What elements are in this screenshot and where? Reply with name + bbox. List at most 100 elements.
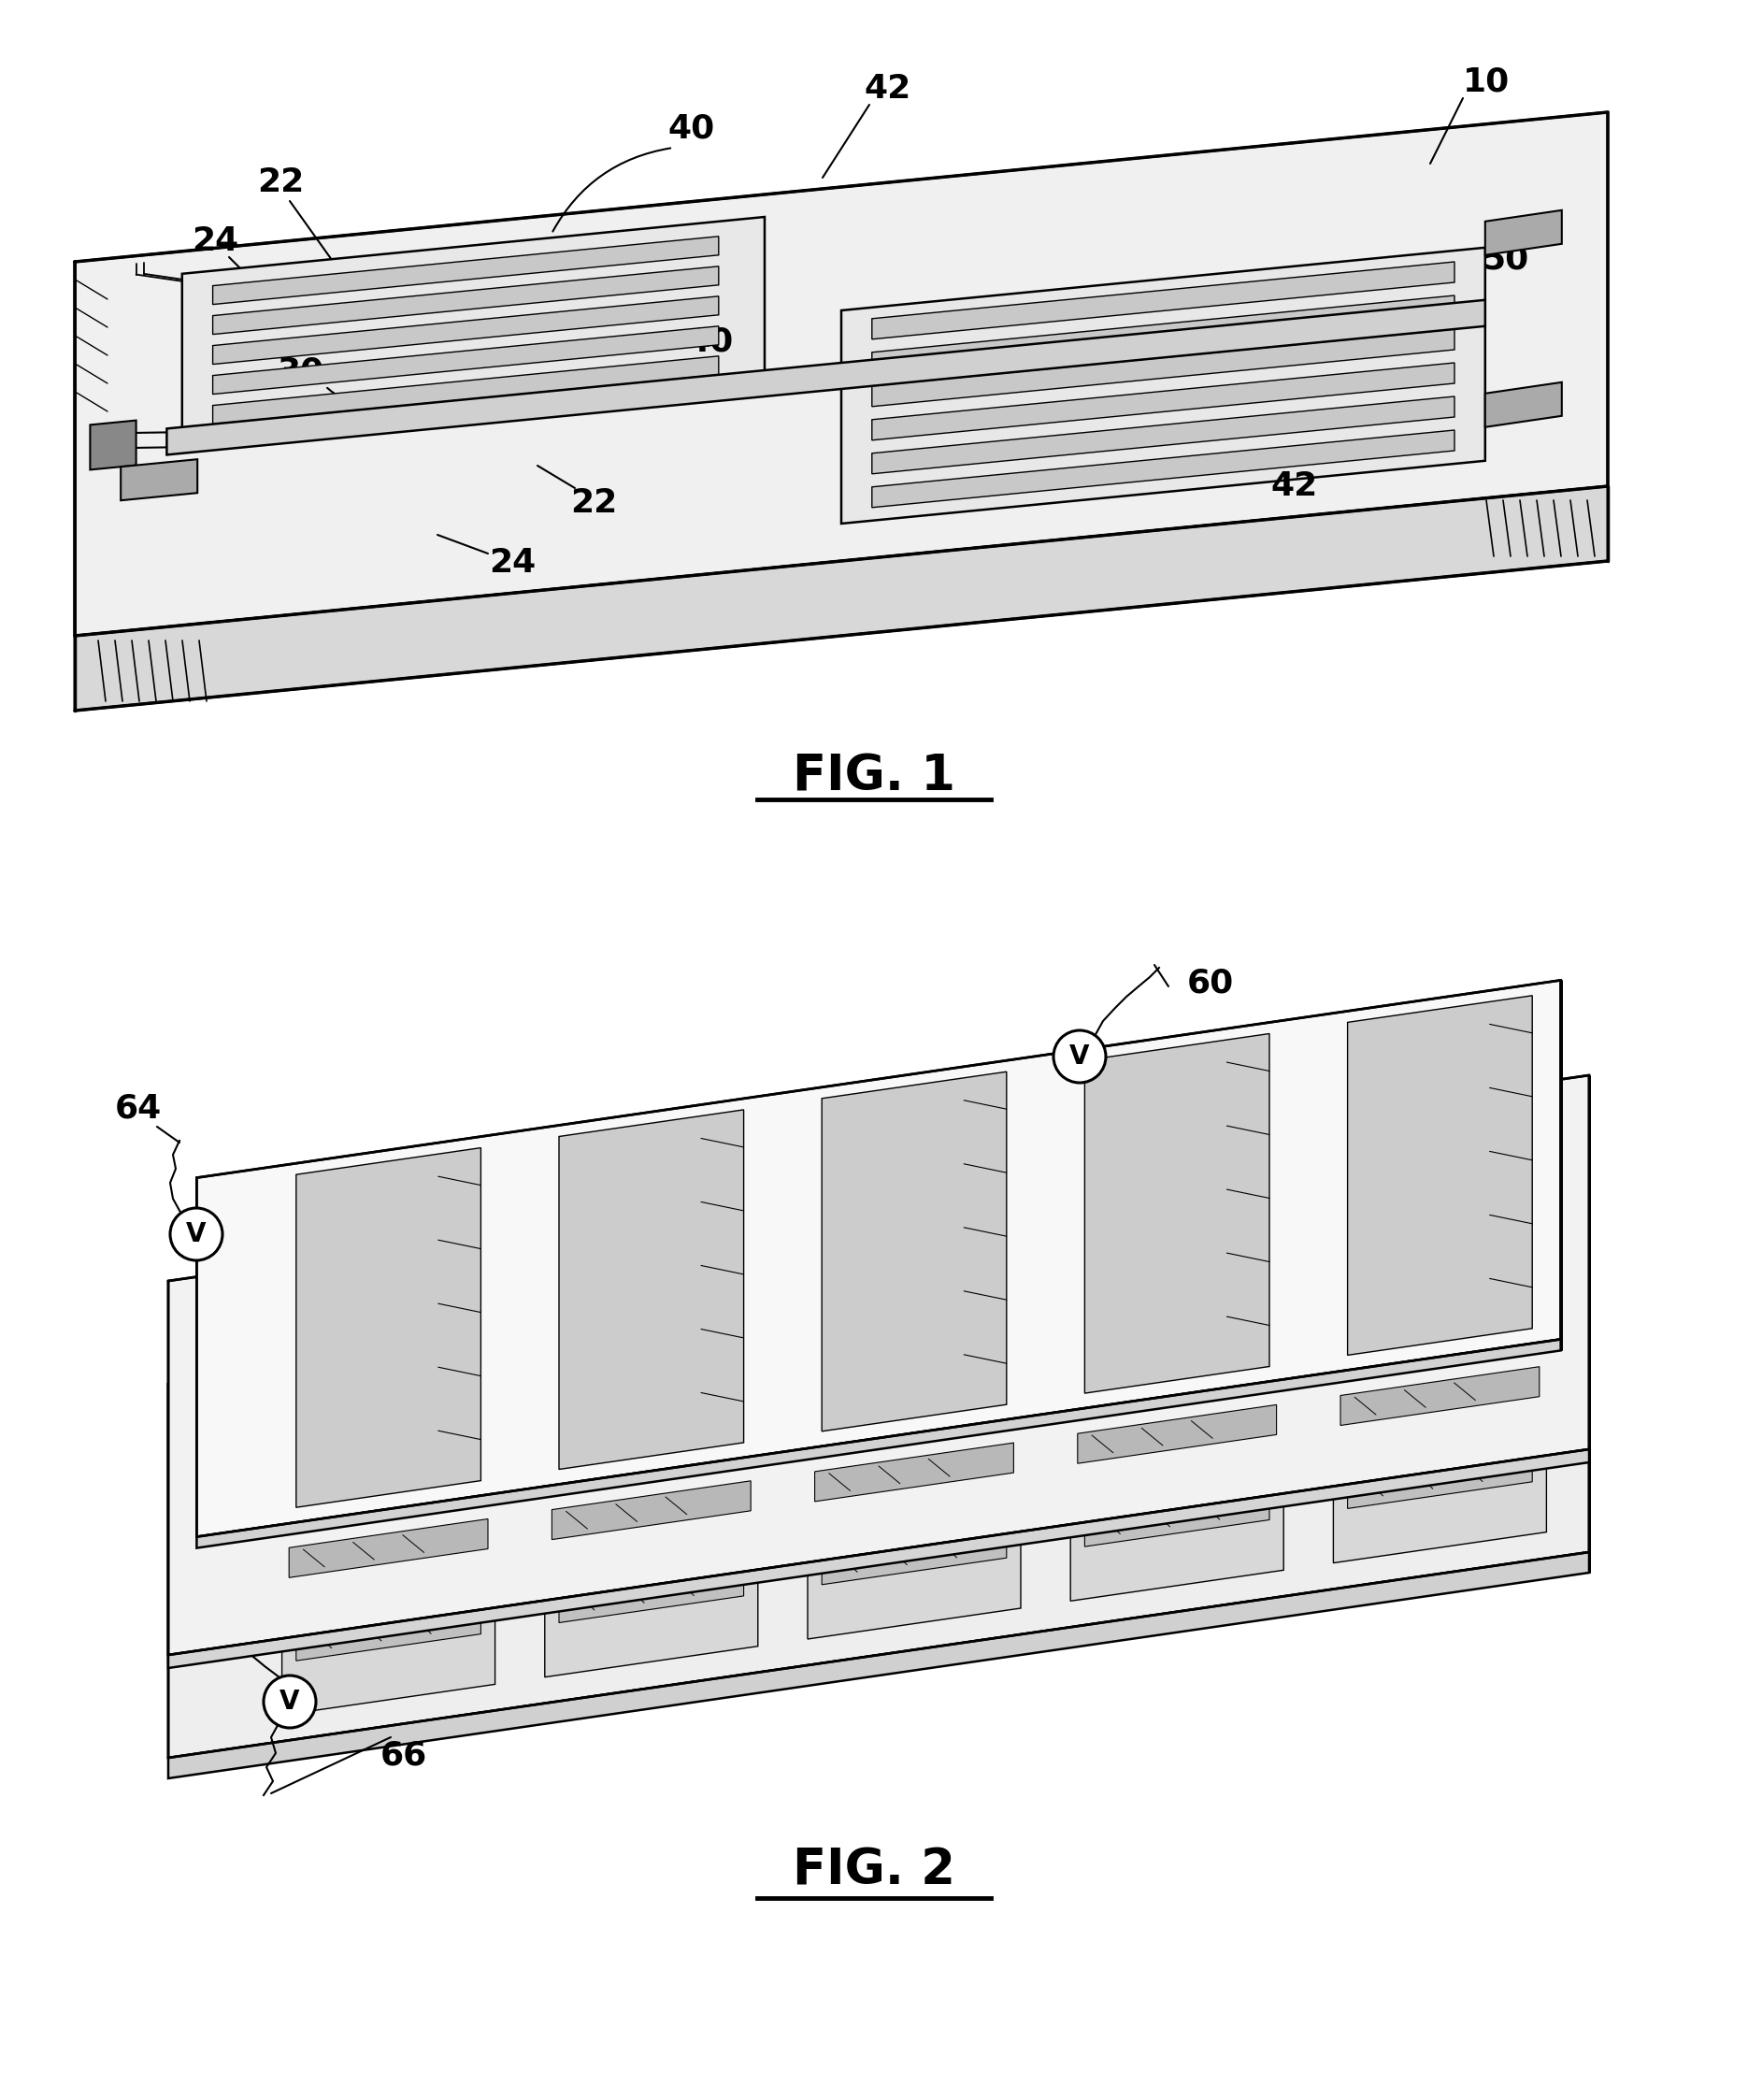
- Polygon shape: [815, 1443, 1014, 1501]
- Polygon shape: [168, 1178, 1589, 1758]
- Text: 24: 24: [489, 546, 535, 580]
- Polygon shape: [91, 420, 136, 470]
- Polygon shape: [1077, 1340, 1276, 1399]
- Polygon shape: [1334, 1199, 1547, 1562]
- Text: 10: 10: [1463, 67, 1510, 99]
- Circle shape: [170, 1207, 222, 1260]
- Text: 22: 22: [570, 487, 617, 519]
- Polygon shape: [822, 1449, 1007, 1510]
- Text: 42: 42: [1271, 470, 1318, 502]
- Polygon shape: [213, 357, 718, 424]
- Polygon shape: [168, 1449, 1589, 1667]
- Polygon shape: [288, 1453, 488, 1512]
- Polygon shape: [841, 248, 1486, 523]
- Polygon shape: [168, 1552, 1589, 1779]
- Polygon shape: [559, 1338, 743, 1399]
- Polygon shape: [552, 1218, 752, 1277]
- Polygon shape: [1077, 1275, 1276, 1334]
- Polygon shape: [822, 1071, 1007, 1432]
- Polygon shape: [815, 1312, 1014, 1371]
- Polygon shape: [121, 460, 198, 500]
- Polygon shape: [872, 296, 1454, 374]
- Polygon shape: [166, 300, 1486, 456]
- Polygon shape: [822, 1300, 1007, 1361]
- Polygon shape: [288, 1323, 488, 1382]
- Polygon shape: [1486, 210, 1561, 254]
- Circle shape: [1054, 1031, 1106, 1084]
- Polygon shape: [559, 1562, 743, 1623]
- Polygon shape: [1348, 1373, 1533, 1434]
- Text: 40: 40: [687, 326, 734, 357]
- Text: 22: 22: [257, 166, 304, 197]
- Polygon shape: [295, 1525, 481, 1586]
- Polygon shape: [552, 1415, 752, 1474]
- Text: FIG. 2: FIG. 2: [792, 1846, 956, 1894]
- Polygon shape: [213, 267, 718, 334]
- Polygon shape: [815, 1180, 1014, 1239]
- Text: 30: 30: [278, 357, 325, 388]
- Polygon shape: [808, 1275, 1021, 1638]
- Polygon shape: [75, 487, 1608, 710]
- Polygon shape: [559, 1109, 743, 1470]
- Polygon shape: [213, 237, 718, 304]
- Text: V: V: [187, 1220, 206, 1247]
- Polygon shape: [1086, 1411, 1269, 1472]
- Polygon shape: [213, 326, 718, 395]
- Polygon shape: [295, 1376, 481, 1436]
- Polygon shape: [559, 1413, 743, 1472]
- Polygon shape: [1077, 1207, 1276, 1266]
- Polygon shape: [295, 1451, 481, 1512]
- Polygon shape: [872, 430, 1454, 508]
- Text: 42: 42: [865, 74, 911, 105]
- Polygon shape: [545, 1312, 759, 1678]
- Polygon shape: [75, 111, 1608, 636]
- Text: 22: 22: [367, 1399, 414, 1430]
- Polygon shape: [552, 1480, 752, 1539]
- Polygon shape: [552, 1285, 752, 1344]
- Polygon shape: [1341, 1235, 1540, 1294]
- Text: 64: 64: [115, 1092, 163, 1124]
- Polygon shape: [198, 981, 1561, 1537]
- Polygon shape: [1341, 1170, 1540, 1228]
- Polygon shape: [1348, 1449, 1533, 1508]
- Polygon shape: [288, 1388, 488, 1447]
- Polygon shape: [1486, 382, 1561, 426]
- Polygon shape: [1086, 1336, 1269, 1396]
- Polygon shape: [1348, 1224, 1533, 1283]
- Polygon shape: [1348, 995, 1533, 1354]
- Text: 24: 24: [192, 225, 238, 256]
- Polygon shape: [295, 1600, 481, 1661]
- Polygon shape: [1341, 1302, 1540, 1361]
- Text: FIG. 1: FIG. 1: [792, 752, 956, 800]
- Polygon shape: [1077, 1142, 1276, 1201]
- Text: 60: 60: [1187, 968, 1234, 1000]
- Polygon shape: [198, 1340, 1561, 1548]
- Polygon shape: [295, 1149, 481, 1508]
- Polygon shape: [288, 1518, 488, 1577]
- Polygon shape: [872, 397, 1454, 475]
- Polygon shape: [872, 262, 1454, 340]
- Polygon shape: [288, 1258, 488, 1317]
- Polygon shape: [1077, 1405, 1276, 1464]
- Text: V: V: [280, 1688, 301, 1716]
- Polygon shape: [872, 363, 1454, 441]
- Polygon shape: [281, 1352, 495, 1716]
- Polygon shape: [1070, 1237, 1283, 1600]
- Circle shape: [264, 1676, 316, 1728]
- Polygon shape: [1086, 1487, 1269, 1546]
- Text: 50: 50: [1482, 244, 1528, 275]
- Polygon shape: [1086, 1262, 1269, 1323]
- Polygon shape: [1341, 1105, 1540, 1163]
- Polygon shape: [559, 1487, 743, 1548]
- Polygon shape: [182, 216, 764, 445]
- Polygon shape: [552, 1350, 752, 1409]
- Polygon shape: [815, 1247, 1014, 1306]
- Polygon shape: [213, 296, 718, 363]
- Polygon shape: [1341, 1367, 1540, 1426]
- Polygon shape: [1348, 1298, 1533, 1359]
- Text: 24: 24: [1545, 1176, 1592, 1208]
- Text: 66: 66: [381, 1741, 427, 1772]
- Polygon shape: [872, 330, 1454, 407]
- Polygon shape: [168, 1075, 1589, 1655]
- Text: 42: 42: [1411, 1096, 1458, 1128]
